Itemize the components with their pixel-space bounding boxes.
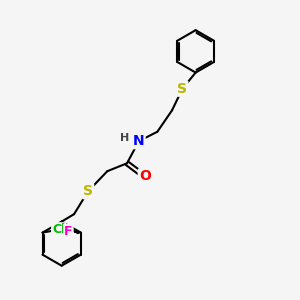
Text: Cl: Cl (52, 223, 65, 236)
Text: O: O (139, 169, 151, 184)
Text: S: S (177, 82, 188, 96)
Text: N: N (133, 134, 145, 148)
Text: H: H (120, 133, 129, 142)
Text: F: F (64, 225, 73, 238)
Text: S: S (83, 184, 93, 198)
